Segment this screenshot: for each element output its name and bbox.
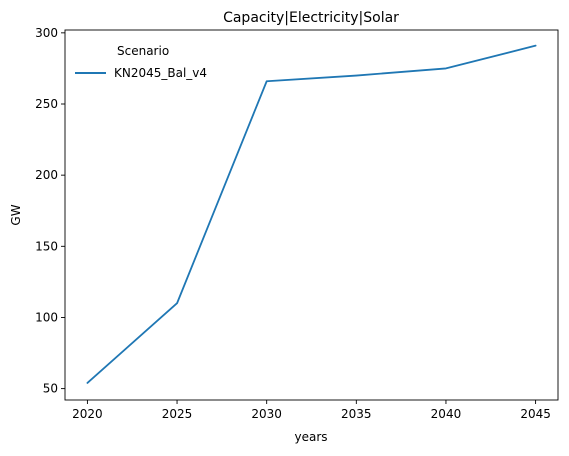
x-tick-label: 2040 bbox=[431, 407, 462, 421]
y-tick-label: 100 bbox=[35, 310, 58, 324]
plot-area bbox=[64, 29, 559, 401]
y-tick-label: 300 bbox=[35, 26, 58, 40]
series-line bbox=[86, 44, 537, 384]
chart-title: Capacity|Electricity|Solar bbox=[223, 10, 399, 26]
x-axis-label: years bbox=[294, 430, 327, 444]
legend-series-label: KN2045_Bal_v4 bbox=[114, 66, 207, 80]
legend-title: Scenario bbox=[117, 44, 169, 58]
y-tick-label: 250 bbox=[35, 97, 58, 111]
x-tick-label: 2030 bbox=[251, 407, 282, 421]
x-tick-label: 2045 bbox=[520, 407, 551, 421]
x-axis-ticks: 2020 2025 2030 2035 2040 2045 bbox=[72, 400, 551, 421]
y-tick-label: 50 bbox=[43, 382, 58, 396]
plot-frame bbox=[64, 29, 559, 401]
series-layer bbox=[86, 44, 537, 384]
y-axis-ticks: 50 100 150 200 250 300 bbox=[35, 26, 65, 396]
x-tick-label: 2035 bbox=[341, 407, 372, 421]
x-tick-label: 2025 bbox=[162, 407, 193, 421]
legend: Scenario KN2045_Bal_v4 bbox=[75, 44, 207, 80]
y-axis-label: GW bbox=[9, 204, 23, 225]
y-tick-label: 200 bbox=[35, 168, 58, 182]
x-tick-label: 2020 bbox=[72, 407, 103, 421]
y-tick-label: 150 bbox=[35, 239, 58, 253]
